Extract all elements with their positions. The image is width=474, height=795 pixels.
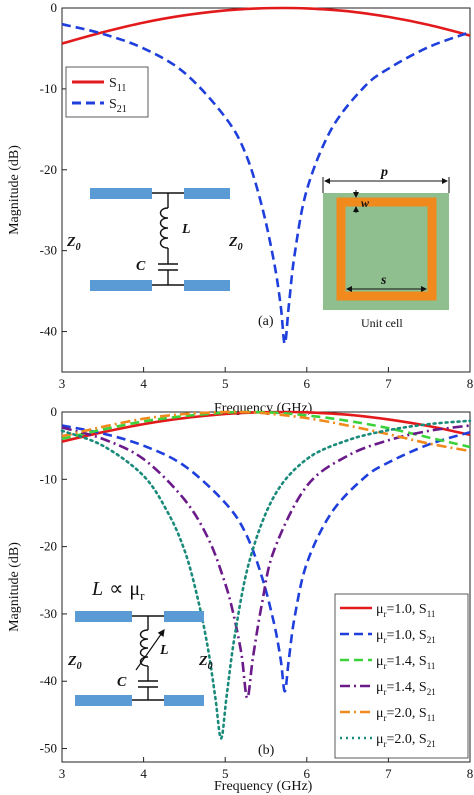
legend-label-s21: S21 xyxy=(109,97,127,115)
unit-cell-p-label: p xyxy=(380,165,388,180)
circuit-pad-bottom-right xyxy=(184,280,230,291)
series-line--r-2-0-s21 xyxy=(60,419,472,740)
panel-b-circuit-diagram: L ∝ μr L C Z0 Z0 xyxy=(67,578,213,706)
series-line--r-1-4-s11 xyxy=(61,410,471,449)
legend-label: μr=1.4, S11 xyxy=(376,654,435,671)
unit-cell-ring xyxy=(336,197,437,301)
y-tick-label: -20 xyxy=(40,539,57,554)
circuit-pad-top-left xyxy=(90,188,152,199)
unit-cell-w-label: w xyxy=(361,196,370,210)
x-tick-label: 3 xyxy=(59,376,66,391)
inductor-coil xyxy=(159,207,169,249)
x-tick-label: 6 xyxy=(304,766,311,781)
variable-inductor-coil xyxy=(139,629,149,667)
y-tick-label: -40 xyxy=(40,324,57,339)
panel-b-x-axis-label: Frequency (GHz) xyxy=(214,779,313,794)
legend-label: μr=1.0, S21 xyxy=(376,628,436,645)
panel-a-y-axis-label: Magnitude (dB) xyxy=(7,145,22,235)
legend-label: μr=1.0, S11 xyxy=(376,602,435,619)
series-line--r-1-4-s21 xyxy=(61,424,471,700)
z0-left-label: Z0 xyxy=(66,235,81,253)
unit-cell-diagram: p w s Unit cell xyxy=(322,165,450,330)
panel-a-circuit-diagram: L C Z0 Z0 xyxy=(66,188,243,291)
panel-a-series xyxy=(61,6,471,346)
circuit-pad-top-right xyxy=(164,611,204,622)
unit-cell-s-label: s xyxy=(380,273,387,288)
capacitor-label: C xyxy=(136,259,146,274)
x-tick-label: 5 xyxy=(222,766,229,781)
circuit-pad-top-left xyxy=(75,611,132,622)
panel-b-axis-ticks: 3 4 5 6 7 8 0 -10 -20 -30 -40 -50 xyxy=(40,404,474,781)
y-tick-label: -10 xyxy=(40,81,57,96)
x-tick-label: 8 xyxy=(467,376,474,391)
x-tick-label: 6 xyxy=(304,376,311,391)
variable-inductor-arrow xyxy=(135,629,165,671)
panel-a-chart: 3 4 5 6 7 80-10-20-30-40 S11 S21 L C Z xyxy=(7,0,473,416)
y-tick-label: -50 xyxy=(40,741,57,756)
circuit-pad-bottom-left xyxy=(75,695,132,706)
capacitor-label: C xyxy=(117,675,127,690)
x-tick-label: 4 xyxy=(140,376,147,391)
y-tick-label: -20 xyxy=(40,162,57,177)
legend-label: μr=1.4, S21 xyxy=(376,680,436,697)
inductor-label: L xyxy=(159,643,169,658)
y-tick-label: -40 xyxy=(40,673,57,688)
legend-label: μr=2.0, S11 xyxy=(376,706,435,723)
inductor-label: L xyxy=(181,222,191,237)
panel-a-axis-ticks: 3 4 5 6 7 8 0 -10 -20 -30 -40 xyxy=(40,0,474,391)
x-tick-label: 8 xyxy=(467,766,474,781)
x-tick-label: 5 xyxy=(222,376,229,391)
series-line-s21 xyxy=(61,22,471,346)
panel-b-legend: μr=1.0, S11 μr=1.0, S21 μr=1.4, S11 μr=1.4,… xyxy=(334,593,469,759)
legend-label-s11: S11 xyxy=(109,76,126,94)
x-tick-label: 7 xyxy=(385,766,392,781)
panel-b-chart: 3 4 5 6 7 80-10-20-30-40-50 μr=1.0, S11μr=1.0… xyxy=(7,404,473,794)
inductance-formula: L ∝ μr xyxy=(91,578,145,603)
z0-right-label: Z0 xyxy=(198,654,213,672)
y-tick-label: 0 xyxy=(51,0,58,15)
circuit-pad-top-right xyxy=(184,188,230,199)
panel-a-label: (a) xyxy=(258,314,274,329)
x-tick-label: 4 xyxy=(140,766,147,781)
legend-label: μr=2.0, S21 xyxy=(376,732,436,749)
circuit-pad-bottom-left xyxy=(90,280,152,291)
series-line--r-2-0-s11 xyxy=(61,410,471,453)
legend-box xyxy=(334,593,469,759)
z0-left-label: Z0 xyxy=(67,654,82,672)
panel-b-series xyxy=(60,410,472,740)
x-tick-label: 3 xyxy=(59,766,66,781)
y-tick-label: 0 xyxy=(51,404,58,419)
circuit-pad-bottom-right xyxy=(164,695,204,706)
panel-a-legend: S11 S21 xyxy=(65,66,149,118)
x-tick-label: 7 xyxy=(385,376,392,391)
series-line--r-1-0-s21 xyxy=(61,424,471,693)
legend-box xyxy=(65,66,149,118)
series-line-s11 xyxy=(61,6,471,45)
panel-b-label: (b) xyxy=(258,743,275,758)
unit-cell-caption: Unit cell xyxy=(361,316,403,330)
z0-right-label: Z0 xyxy=(228,235,243,253)
y-tick-label: -10 xyxy=(40,471,57,486)
y-tick-label: -30 xyxy=(40,606,57,621)
y-tick-label: -30 xyxy=(40,243,57,258)
panel-b-y-axis-label: Magnitude (dB) xyxy=(7,542,22,632)
